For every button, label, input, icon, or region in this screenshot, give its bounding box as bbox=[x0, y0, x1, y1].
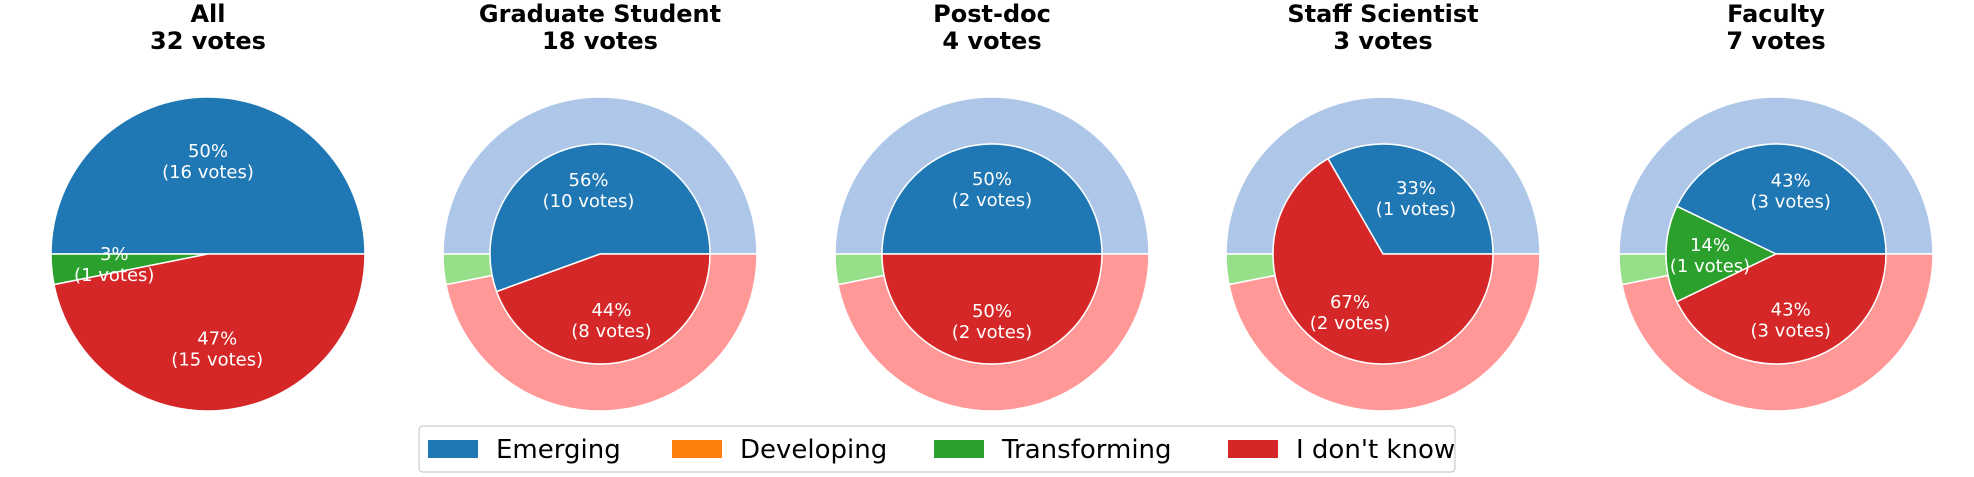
pie-slice-emerging bbox=[1326, 143, 1494, 255]
pie-vote-count: 3 votes bbox=[1333, 27, 1432, 55]
legend-item-developing: Developing bbox=[672, 435, 887, 465]
slice-votes-label: (3 votes) bbox=[1750, 320, 1830, 341]
legend-label: Emerging bbox=[496, 435, 621, 465]
slice-percent-label: 33% bbox=[1396, 178, 1436, 199]
slice-votes-label: (8 votes) bbox=[571, 321, 651, 342]
pie-slice-i-don-t-know bbox=[881, 253, 1103, 365]
pie-vote-count: 4 votes bbox=[942, 27, 1041, 55]
legend-item-transforming: Transforming bbox=[934, 435, 1172, 465]
slice-votes-label: (2 votes) bbox=[952, 190, 1032, 211]
legend: Emerging Developing Transforming I don't kn… bbox=[418, 425, 1456, 473]
pie-vote-count: 7 votes bbox=[1726, 27, 1825, 55]
slice-percent-label: 44% bbox=[591, 300, 631, 321]
legend-item-i-don-t-know: I don't know bbox=[1228, 435, 1455, 465]
pie-title: Graduate Student bbox=[479, 0, 721, 28]
slice-percent-label: 67% bbox=[1330, 292, 1370, 313]
slice-votes-label: (10 votes) bbox=[543, 191, 635, 212]
slice-votes-label: (2 votes) bbox=[952, 322, 1032, 343]
slice-percent-label: 47% bbox=[197, 329, 237, 350]
slice-votes-label: (3 votes) bbox=[1750, 192, 1830, 213]
legend-label: I don't know bbox=[1296, 435, 1455, 465]
slice-percent-label: 56% bbox=[569, 170, 609, 191]
slice-votes-label: (16 votes) bbox=[162, 162, 254, 183]
pie-slice-transforming bbox=[1665, 205, 1778, 303]
pie-slice-emerging bbox=[1675, 143, 1887, 255]
pie-title: Faculty bbox=[1727, 0, 1825, 28]
slice-votes-label: (1 votes) bbox=[74, 265, 154, 286]
legend-swatch bbox=[934, 440, 984, 458]
pie-slice-emerging bbox=[489, 143, 711, 293]
slice-percent-label: 50% bbox=[188, 141, 228, 162]
legend-swatch bbox=[428, 440, 478, 458]
pie-title: Staff Scientist bbox=[1287, 0, 1478, 28]
legend-swatch bbox=[1228, 440, 1278, 458]
slice-percent-label: 43% bbox=[1771, 299, 1811, 320]
pie-title: Post-doc bbox=[933, 0, 1051, 28]
legend-swatch bbox=[672, 440, 722, 458]
legend-label: Transforming bbox=[1001, 435, 1172, 465]
pie-slice-emerging bbox=[50, 96, 366, 255]
pie-slice-i-don-t-know bbox=[1272, 157, 1494, 365]
pie-slice-i-don-t-know bbox=[495, 253, 711, 365]
slice-percent-label: 3% bbox=[100, 244, 129, 265]
pie-slice-i-don-t-know bbox=[53, 253, 366, 412]
legend-item-emerging: Emerging bbox=[428, 435, 621, 465]
slice-votes-label: (15 votes) bbox=[171, 350, 263, 371]
legend-label: Developing bbox=[740, 435, 887, 465]
slice-votes-label: (2 votes) bbox=[1310, 313, 1390, 334]
slice-percent-label: 50% bbox=[972, 169, 1012, 190]
slice-votes-label: (1 votes) bbox=[1670, 256, 1750, 277]
slice-percent-label: 50% bbox=[972, 301, 1012, 322]
slice-votes-label: (1 votes) bbox=[1376, 199, 1456, 220]
slice-percent-label: 14% bbox=[1690, 235, 1730, 256]
pie-slice-emerging bbox=[881, 143, 1103, 255]
pie-vote-count: 18 votes bbox=[542, 27, 658, 55]
pie-title: All bbox=[190, 0, 225, 28]
pie-slice-i-don-t-know bbox=[1675, 253, 1887, 365]
pie-vote-count: 32 votes bbox=[150, 27, 266, 55]
slice-percent-label: 43% bbox=[1771, 171, 1811, 192]
